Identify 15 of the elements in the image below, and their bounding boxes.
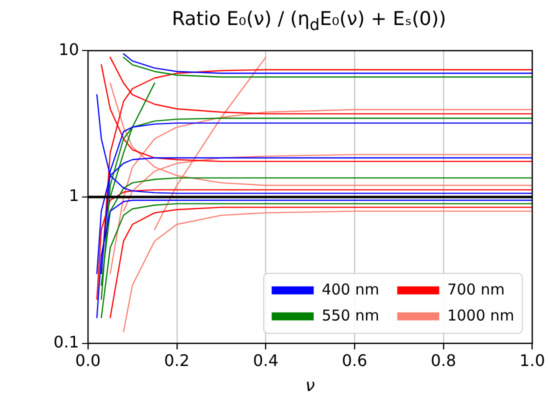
y-tick-label: 10	[58, 40, 79, 59]
x-tick-label: 1.0	[520, 351, 546, 370]
x-tick-label: 0.0	[75, 351, 101, 370]
x-tick-label: 0.8	[430, 351, 456, 370]
y-tick-label: 1	[68, 186, 79, 206]
x-tick-label: 0.2	[164, 351, 190, 370]
legend-label: 1000 nm	[447, 306, 514, 324]
y-tick-label: 0.1	[54, 332, 79, 352]
legend-label: 400 nm	[322, 280, 380, 298]
legend-label: 550 nm	[322, 306, 380, 324]
chart-title: Ratio E₀(ν) / (η$_{d}$E₀(ν) + Eₛ(0))	[170, 7, 448, 36]
x-tick-label: 0.6	[342, 351, 368, 370]
x-axis-title: ν	[305, 376, 316, 396]
legend-label: 700 nm	[447, 280, 505, 298]
x-tick-label: 0.4	[252, 351, 278, 370]
